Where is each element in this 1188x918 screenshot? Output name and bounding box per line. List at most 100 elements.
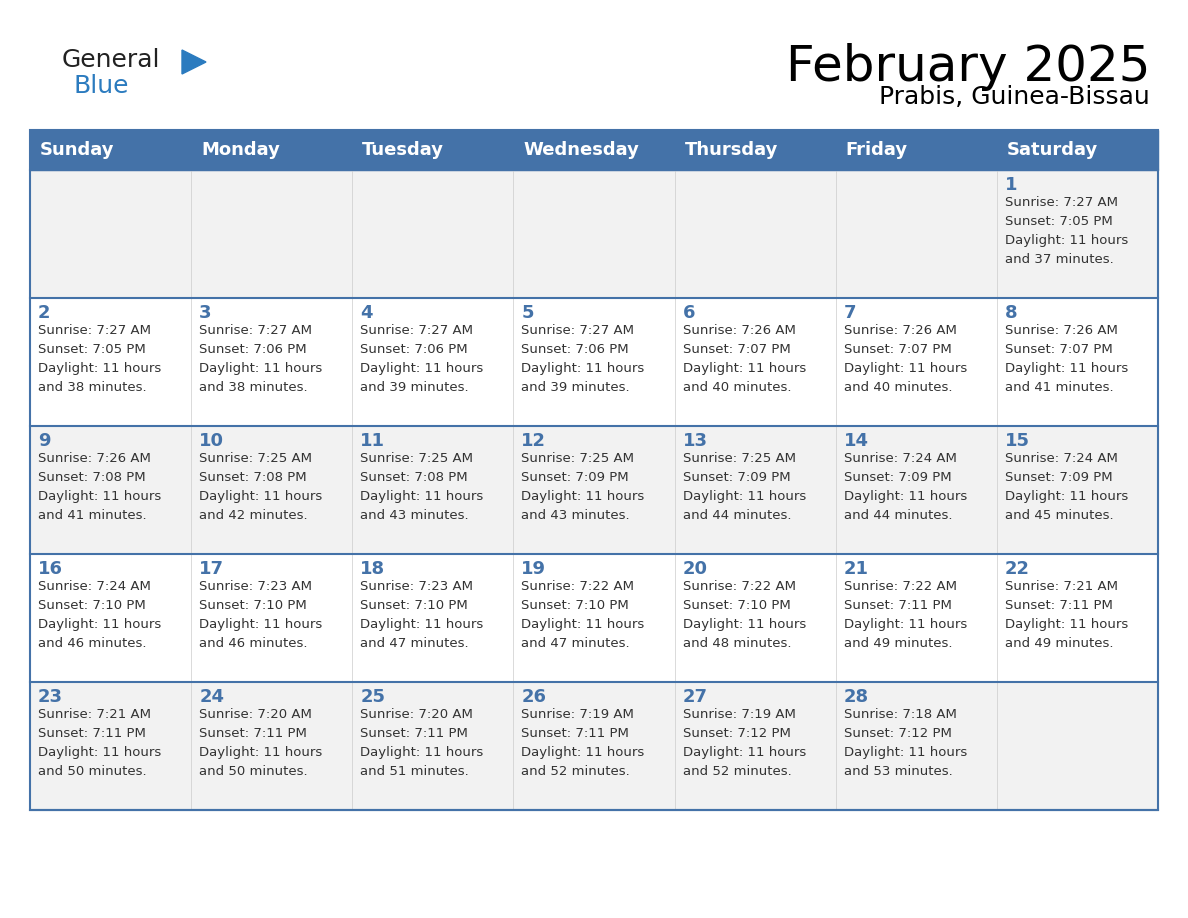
- Text: Sunrise: 7:24 AM: Sunrise: 7:24 AM: [1005, 452, 1118, 465]
- Text: Sunset: 7:10 PM: Sunset: 7:10 PM: [360, 599, 468, 612]
- Text: 1: 1: [1005, 176, 1017, 194]
- Text: Thursday: Thursday: [684, 141, 778, 159]
- Text: Daylight: 11 hours: Daylight: 11 hours: [1005, 234, 1129, 247]
- Text: Sunset: 7:11 PM: Sunset: 7:11 PM: [200, 727, 307, 740]
- Text: Sunset: 7:05 PM: Sunset: 7:05 PM: [1005, 215, 1113, 228]
- Text: 4: 4: [360, 304, 373, 322]
- Text: Daylight: 11 hours: Daylight: 11 hours: [200, 490, 322, 503]
- Text: and 40 minutes.: and 40 minutes.: [843, 381, 953, 394]
- Text: Wednesday: Wednesday: [524, 141, 639, 159]
- Text: Daylight: 11 hours: Daylight: 11 hours: [843, 746, 967, 759]
- Text: Sunrise: 7:26 AM: Sunrise: 7:26 AM: [1005, 324, 1118, 337]
- Text: and 49 minutes.: and 49 minutes.: [1005, 637, 1113, 650]
- Text: Saturday: Saturday: [1007, 141, 1098, 159]
- Text: Sunrise: 7:27 AM: Sunrise: 7:27 AM: [38, 324, 151, 337]
- Text: Daylight: 11 hours: Daylight: 11 hours: [200, 746, 322, 759]
- Text: Daylight: 11 hours: Daylight: 11 hours: [200, 362, 322, 375]
- Text: Sunset: 7:11 PM: Sunset: 7:11 PM: [38, 727, 146, 740]
- Text: Sunset: 7:08 PM: Sunset: 7:08 PM: [38, 471, 146, 484]
- Bar: [30, 130, 1158, 170]
- Text: and 43 minutes.: and 43 minutes.: [360, 509, 469, 522]
- Text: 24: 24: [200, 688, 225, 706]
- Text: and 38 minutes.: and 38 minutes.: [200, 381, 308, 394]
- Text: Monday: Monday: [201, 141, 280, 159]
- Text: Sunrise: 7:27 AM: Sunrise: 7:27 AM: [200, 324, 312, 337]
- Text: Sunrise: 7:22 AM: Sunrise: 7:22 AM: [843, 580, 956, 593]
- Text: 25: 25: [360, 688, 385, 706]
- Text: 9: 9: [38, 432, 51, 450]
- Text: Sunday: Sunday: [40, 141, 114, 159]
- Text: 17: 17: [200, 560, 225, 578]
- Text: and 43 minutes.: and 43 minutes.: [522, 509, 630, 522]
- Text: and 45 minutes.: and 45 minutes.: [1005, 509, 1113, 522]
- Text: Sunset: 7:11 PM: Sunset: 7:11 PM: [522, 727, 630, 740]
- Text: Sunrise: 7:27 AM: Sunrise: 7:27 AM: [360, 324, 473, 337]
- Text: and 44 minutes.: and 44 minutes.: [843, 509, 953, 522]
- Text: Sunrise: 7:19 AM: Sunrise: 7:19 AM: [683, 708, 796, 721]
- Text: Sunset: 7:07 PM: Sunset: 7:07 PM: [1005, 343, 1113, 356]
- Text: Sunrise: 7:23 AM: Sunrise: 7:23 AM: [360, 580, 473, 593]
- Text: and 49 minutes.: and 49 minutes.: [843, 637, 953, 650]
- Text: and 51 minutes.: and 51 minutes.: [360, 765, 469, 778]
- Text: Sunset: 7:07 PM: Sunset: 7:07 PM: [683, 343, 790, 356]
- Text: Tuesday: Tuesday: [362, 141, 444, 159]
- Text: and 39 minutes.: and 39 minutes.: [360, 381, 469, 394]
- Text: Sunset: 7:09 PM: Sunset: 7:09 PM: [1005, 471, 1112, 484]
- Text: 26: 26: [522, 688, 546, 706]
- Text: General: General: [62, 48, 160, 72]
- Text: Friday: Friday: [846, 141, 908, 159]
- Text: and 37 minutes.: and 37 minutes.: [1005, 253, 1113, 266]
- Text: Sunrise: 7:24 AM: Sunrise: 7:24 AM: [38, 580, 151, 593]
- Text: Sunset: 7:10 PM: Sunset: 7:10 PM: [683, 599, 790, 612]
- Text: and 42 minutes.: and 42 minutes.: [200, 509, 308, 522]
- Text: Sunset: 7:08 PM: Sunset: 7:08 PM: [360, 471, 468, 484]
- Text: 2: 2: [38, 304, 51, 322]
- Text: and 38 minutes.: and 38 minutes.: [38, 381, 146, 394]
- Text: and 46 minutes.: and 46 minutes.: [200, 637, 308, 650]
- Bar: [30, 554, 1158, 682]
- Text: and 44 minutes.: and 44 minutes.: [683, 509, 791, 522]
- Text: Daylight: 11 hours: Daylight: 11 hours: [360, 362, 484, 375]
- Text: Sunrise: 7:18 AM: Sunrise: 7:18 AM: [843, 708, 956, 721]
- Text: Sunrise: 7:25 AM: Sunrise: 7:25 AM: [683, 452, 796, 465]
- Text: and 47 minutes.: and 47 minutes.: [522, 637, 630, 650]
- Text: Daylight: 11 hours: Daylight: 11 hours: [360, 618, 484, 631]
- Bar: [30, 298, 1158, 426]
- Text: and 40 minutes.: and 40 minutes.: [683, 381, 791, 394]
- Text: Sunrise: 7:21 AM: Sunrise: 7:21 AM: [38, 708, 151, 721]
- Text: Daylight: 11 hours: Daylight: 11 hours: [522, 362, 645, 375]
- Text: and 41 minutes.: and 41 minutes.: [1005, 381, 1113, 394]
- Text: Daylight: 11 hours: Daylight: 11 hours: [843, 490, 967, 503]
- Text: Sunrise: 7:25 AM: Sunrise: 7:25 AM: [200, 452, 312, 465]
- Bar: [30, 170, 1158, 298]
- Text: February 2025: February 2025: [785, 43, 1150, 91]
- Text: Sunset: 7:06 PM: Sunset: 7:06 PM: [360, 343, 468, 356]
- Text: Sunrise: 7:22 AM: Sunrise: 7:22 AM: [683, 580, 796, 593]
- Bar: [30, 426, 1158, 554]
- Text: Daylight: 11 hours: Daylight: 11 hours: [683, 490, 805, 503]
- Text: Sunrise: 7:26 AM: Sunrise: 7:26 AM: [683, 324, 796, 337]
- Text: Sunrise: 7:25 AM: Sunrise: 7:25 AM: [360, 452, 473, 465]
- Text: Sunset: 7:06 PM: Sunset: 7:06 PM: [200, 343, 307, 356]
- Text: and 52 minutes.: and 52 minutes.: [683, 765, 791, 778]
- Text: Sunrise: 7:20 AM: Sunrise: 7:20 AM: [360, 708, 473, 721]
- Text: 8: 8: [1005, 304, 1017, 322]
- Text: Daylight: 11 hours: Daylight: 11 hours: [522, 746, 645, 759]
- Text: Daylight: 11 hours: Daylight: 11 hours: [1005, 618, 1129, 631]
- Text: Daylight: 11 hours: Daylight: 11 hours: [38, 490, 162, 503]
- Text: Daylight: 11 hours: Daylight: 11 hours: [38, 746, 162, 759]
- Text: 11: 11: [360, 432, 385, 450]
- Text: 7: 7: [843, 304, 857, 322]
- Text: Daylight: 11 hours: Daylight: 11 hours: [38, 618, 162, 631]
- Text: Sunrise: 7:26 AM: Sunrise: 7:26 AM: [843, 324, 956, 337]
- Text: Daylight: 11 hours: Daylight: 11 hours: [843, 362, 967, 375]
- Text: 12: 12: [522, 432, 546, 450]
- Text: 13: 13: [683, 432, 708, 450]
- Text: and 50 minutes.: and 50 minutes.: [38, 765, 146, 778]
- Text: 23: 23: [38, 688, 63, 706]
- Text: and 47 minutes.: and 47 minutes.: [360, 637, 469, 650]
- Text: 5: 5: [522, 304, 533, 322]
- Text: Sunrise: 7:19 AM: Sunrise: 7:19 AM: [522, 708, 634, 721]
- Text: 22: 22: [1005, 560, 1030, 578]
- Text: Daylight: 11 hours: Daylight: 11 hours: [683, 362, 805, 375]
